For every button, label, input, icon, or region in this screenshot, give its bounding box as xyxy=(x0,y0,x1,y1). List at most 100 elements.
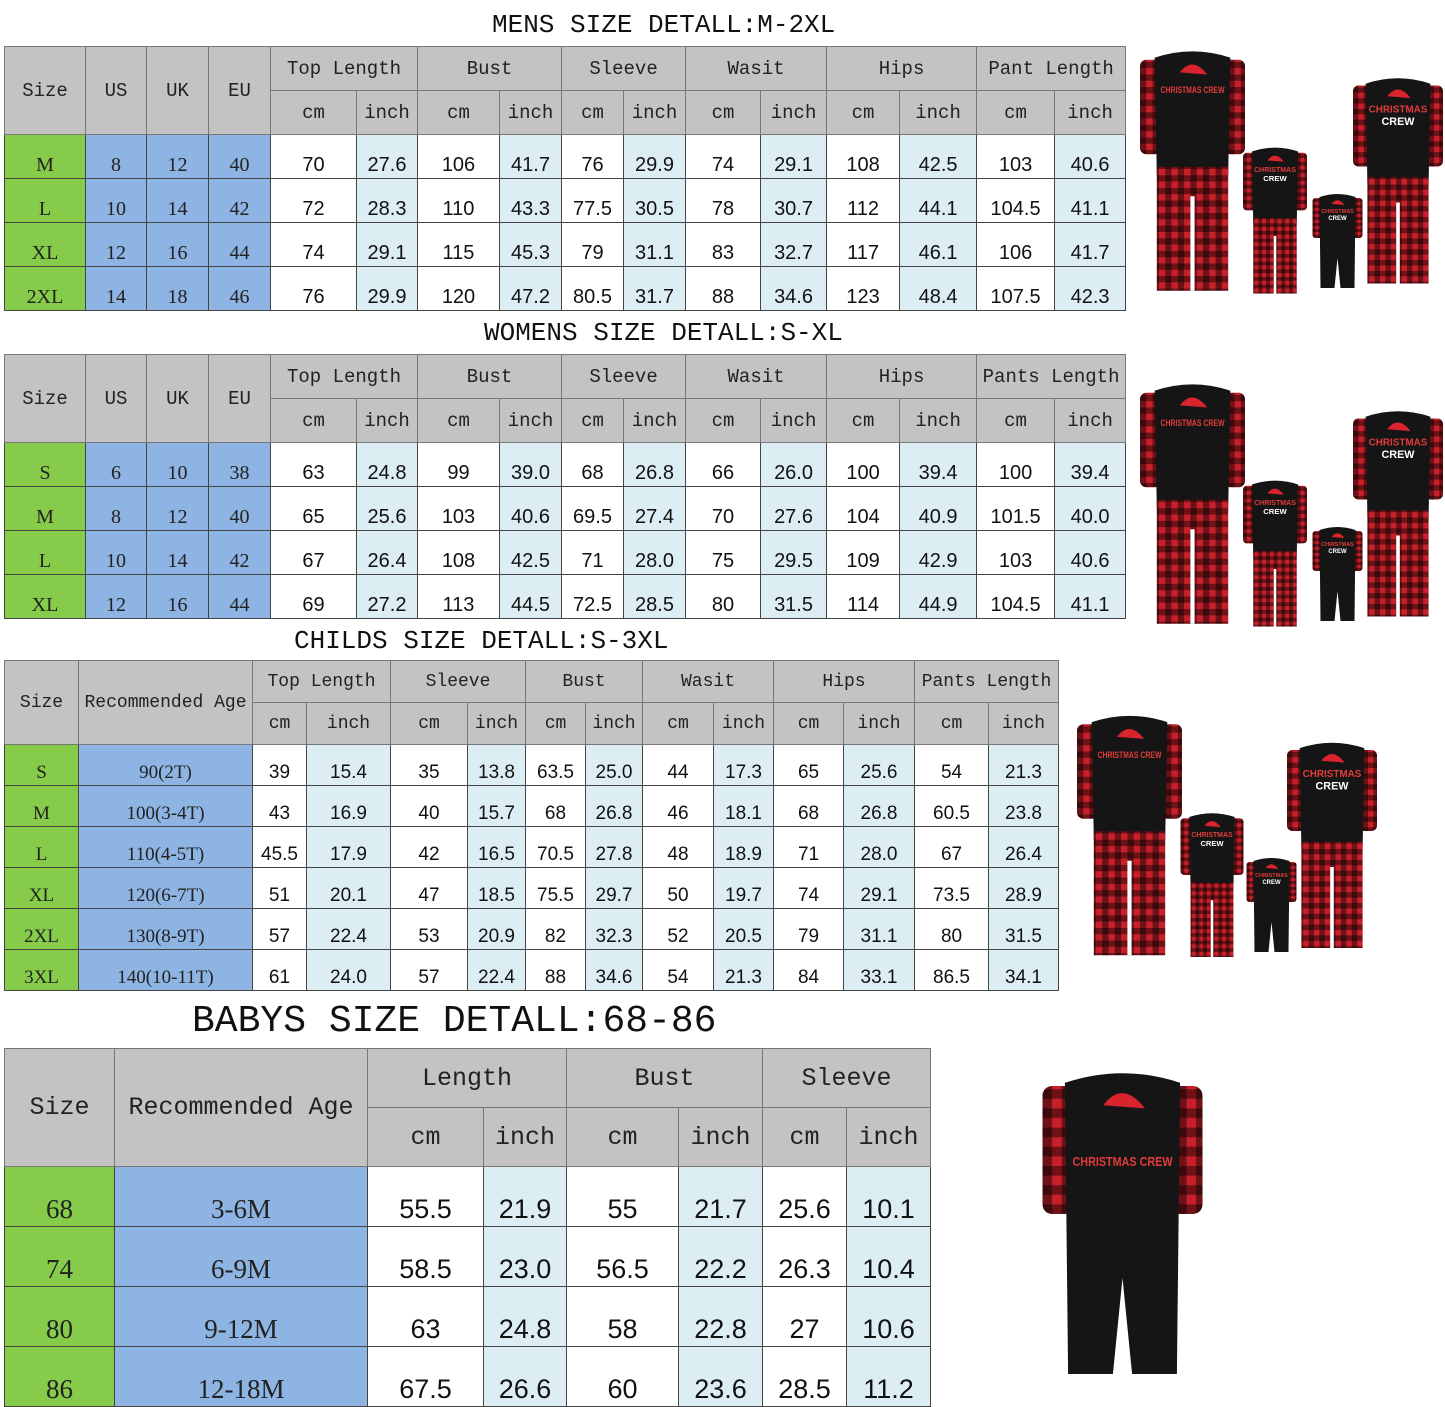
cm-value-cell: 60 xyxy=(566,1346,680,1407)
inch-value-cell: 41.1 xyxy=(1054,178,1127,223)
cm-value-cell: 60.5 xyxy=(914,785,990,827)
conversion-cell: 8 xyxy=(85,134,147,179)
baby-romper-image: CHRISTMAS CREW xyxy=(1042,1073,1203,1374)
cm-value-cell: 79 xyxy=(773,908,845,950)
cm-value-cell: 56.5 xyxy=(566,1226,680,1287)
cm-value-cell: 54 xyxy=(642,949,714,991)
inch-value-cell: 31.1 xyxy=(623,222,687,267)
cm-value-cell: 70 xyxy=(270,134,357,179)
inch-value-cell: 29.7 xyxy=(585,867,643,909)
inch-value-cell: 40.6 xyxy=(1054,530,1127,575)
conversion-cell: 14 xyxy=(85,266,147,311)
inch-value-cell: 24.8 xyxy=(356,442,418,487)
cm-value-cell: 53 xyxy=(390,908,468,950)
conversion-cell: 16 xyxy=(146,574,209,619)
unit-header: cm xyxy=(270,90,357,135)
cm-value-cell: 48 xyxy=(642,826,714,868)
conversion-cell: 10 xyxy=(85,530,147,575)
unit-header: inch xyxy=(988,702,1060,745)
cm-value-cell: 79 xyxy=(561,222,625,267)
inch-value-cell: 40.0 xyxy=(1054,486,1127,531)
conversion-cell: 12-18M xyxy=(114,1346,368,1407)
unit-header: cm xyxy=(826,90,901,135)
cm-value-cell: 104.5 xyxy=(976,178,1056,223)
unit-header: inch xyxy=(846,1107,932,1167)
cm-value-cell: 74 xyxy=(773,867,845,909)
conversion-cell: 3-6M xyxy=(114,1166,368,1227)
unit-header: inch xyxy=(356,398,418,443)
cm-value-cell: 80 xyxy=(914,908,990,950)
cm-value-cell: 110 xyxy=(417,178,500,223)
inch-value-cell: 26.4 xyxy=(356,530,418,575)
size-table: Size Recommended Age Top Length Sleeve Bust W… xyxy=(4,660,1060,991)
size-cell: L xyxy=(4,530,86,575)
table-row: XL 12 16 44 74 29.1 115 45.3 79 31.1 83 32.7 117 46.1… xyxy=(4,222,1127,267)
conversion-cell: 44 xyxy=(208,222,271,267)
cm-value-cell: 74 xyxy=(685,134,762,179)
cm-value-cell: 73.5 xyxy=(914,867,990,909)
inch-value-cell: 15.4 xyxy=(306,744,391,786)
unit-header: cm xyxy=(561,398,625,443)
cm-value-cell: 114 xyxy=(826,574,901,619)
inch-value-cell: 18.9 xyxy=(712,826,775,868)
cm-value-cell: 65 xyxy=(773,744,845,786)
column-header: US xyxy=(85,354,147,443)
unit-header-row: cm inch cm inch cm inch cm inch cm inch cm inch xyxy=(5,702,1060,745)
chart-title: CHILDS SIZE DETALL:S-3XL xyxy=(294,626,669,656)
inch-value-cell: 29.1 xyxy=(843,867,916,909)
inch-value-cell: 20.5 xyxy=(712,908,775,950)
unit-header: cm xyxy=(642,702,714,745)
size-cell: 86 xyxy=(4,1346,115,1407)
cm-value-cell: 58.5 xyxy=(367,1226,484,1287)
inch-value-cell: 40.9 xyxy=(899,486,978,531)
inch-value-cell: 16.5 xyxy=(467,826,526,868)
cm-value-cell: 71 xyxy=(773,826,845,868)
inch-value-cell: 28.0 xyxy=(843,826,916,868)
inch-value-cell: 42.5 xyxy=(498,530,563,575)
cm-value-cell: 69.5 xyxy=(561,486,625,531)
family-pajama-set-image: CHRISTMAS CREW xyxy=(1140,384,1445,633)
measurement-group-header: Pant Length xyxy=(976,46,1127,91)
table-row: M 8 12 40 70 27.6 106 41.7 76 29.9 74 29.1 108 42.5 10… xyxy=(4,134,1127,179)
inch-value-cell: 10.1 xyxy=(846,1166,932,1227)
cm-value-cell: 27 xyxy=(762,1286,848,1347)
cm-value-cell: 63 xyxy=(367,1286,484,1347)
conversion-cell: 42 xyxy=(208,530,271,575)
inch-value-cell: 40.6 xyxy=(1054,134,1127,179)
table-row: S 6 10 38 63 24.8 99 39.0 68 26.8 66 26.0 100 39.4 100… xyxy=(4,442,1127,487)
unit-header: cm xyxy=(417,398,500,443)
inch-value-cell: 18.1 xyxy=(712,785,775,827)
unit-header: cm xyxy=(417,90,500,135)
cm-value-cell: 51 xyxy=(252,867,307,909)
inch-value-cell: 21.7 xyxy=(678,1166,764,1227)
inch-value-cell: 26.4 xyxy=(988,826,1060,868)
cm-value-cell: 58 xyxy=(566,1286,680,1347)
inch-value-cell: 21.9 xyxy=(482,1166,568,1227)
measurement-group-header: Bust xyxy=(566,1048,764,1108)
conversion-cell: 110(4-5T) xyxy=(78,826,253,868)
unit-header: cm xyxy=(914,702,990,745)
inch-value-cell: 22.4 xyxy=(467,949,526,991)
cm-value-cell: 67 xyxy=(914,826,990,868)
inch-value-cell: 24.0 xyxy=(306,949,391,991)
family-pajama-set-image: CHRISTMAS CREW xyxy=(1077,715,1382,962)
cm-value-cell: 74 xyxy=(270,222,357,267)
cm-value-cell: 120 xyxy=(417,266,500,311)
unit-header-row: cm inch cm inch cm inch cm inch cm inch cm inch xyxy=(5,398,1127,443)
cm-value-cell: 113 xyxy=(417,574,500,619)
cm-value-cell: 76 xyxy=(270,266,357,311)
cm-value-cell: 107.5 xyxy=(976,266,1056,311)
inch-value-cell: 27.2 xyxy=(356,574,418,619)
table-row: 86 12-18M 67.5 26.6 60 23.6 28.5 11.2 xyxy=(4,1346,932,1407)
inch-value-cell: 44.1 xyxy=(899,178,978,223)
inch-value-cell: 29.9 xyxy=(356,266,418,311)
cm-value-cell: 103 xyxy=(976,530,1056,575)
measurement-group-header: Sleeve xyxy=(561,46,687,91)
measurement-group-header: Wasit xyxy=(641,660,775,703)
cm-value-cell: 68 xyxy=(525,785,586,827)
size-cell: 80 xyxy=(4,1286,115,1347)
cm-value-cell: 104.5 xyxy=(976,574,1056,619)
inch-value-cell: 44.9 xyxy=(899,574,978,619)
conversion-cell: 6 xyxy=(85,442,147,487)
cm-value-cell: 109 xyxy=(826,530,901,575)
